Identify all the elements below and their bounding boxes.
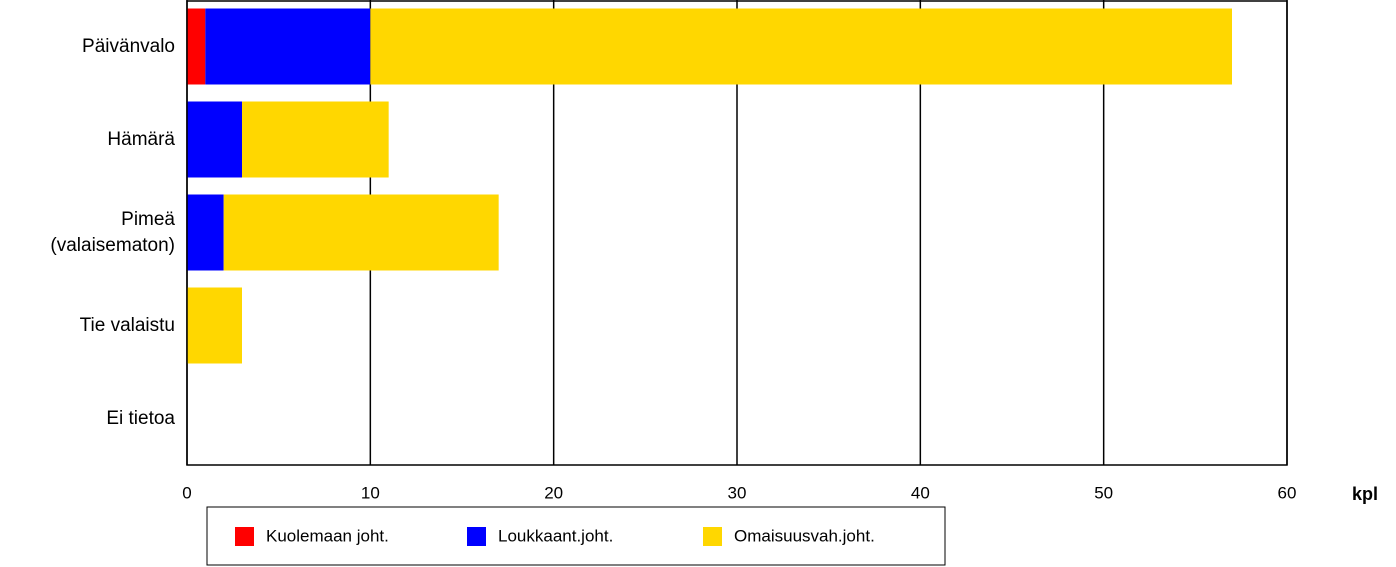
- y-tick-label: Pimeä (valaisematon): [50, 208, 175, 256]
- x-tick-label: 10: [361, 483, 380, 502]
- bar-segment: [187, 194, 224, 271]
- x-tick-label: 40: [911, 483, 930, 502]
- bar-segment: [187, 8, 206, 85]
- x-tick-label: 60: [1278, 483, 1297, 502]
- bar-segment: [205, 8, 371, 85]
- legend-box: [206, 506, 946, 566]
- legend-swatch: [235, 527, 254, 546]
- y-tick-label: Päivänvalo: [82, 35, 175, 57]
- legend-label: Loukkaant.joht.: [498, 526, 613, 545]
- y-tick-label: Ei tietoa: [106, 407, 175, 429]
- bar-segment: [370, 8, 1232, 85]
- x-tick-label: 50: [1094, 483, 1113, 502]
- bar-segment: [223, 194, 499, 271]
- bar-segment: [187, 101, 242, 178]
- legend-label: Kuolemaan joht.: [266, 526, 389, 545]
- plot-frame: [186, 0, 1288, 466]
- legend-label: Omaisuusvah.joht.: [734, 526, 875, 545]
- legend-swatch: [703, 527, 722, 546]
- y-tick-label: Tie valaistu: [79, 314, 175, 336]
- bar-segment: [242, 101, 389, 178]
- bar-segment: [187, 287, 242, 364]
- legend-swatch: [467, 527, 486, 546]
- x-tick-label: 30: [728, 483, 747, 502]
- y-tick-label: Hämärä: [107, 128, 175, 150]
- x-tick-label: 20: [544, 483, 563, 502]
- x-axis-label: kpl: [1352, 484, 1378, 504]
- x-tick-label: 0: [182, 483, 191, 502]
